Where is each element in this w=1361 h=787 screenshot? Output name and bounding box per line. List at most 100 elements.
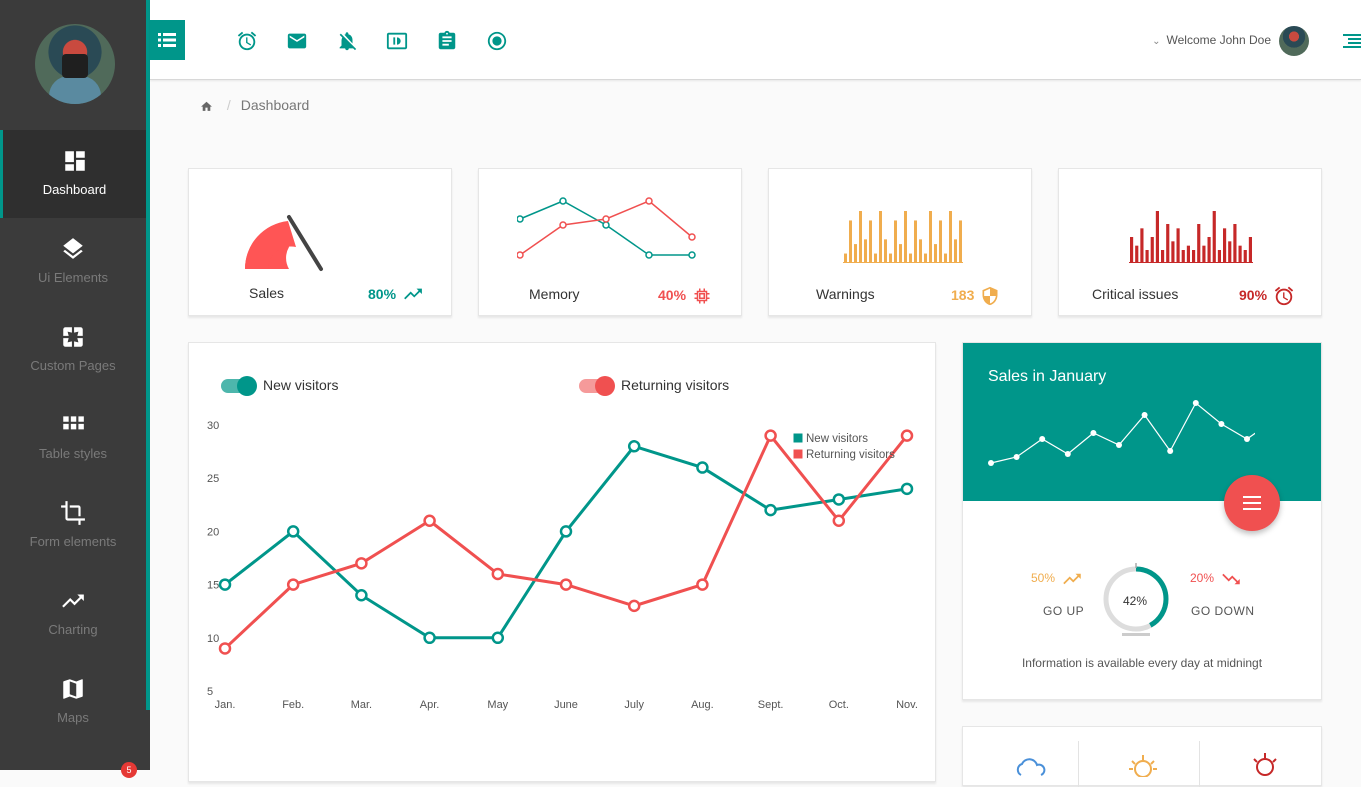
alarm-icon [1274, 286, 1294, 306]
stat-card-critical-issues: Critical issues 90% [1058, 168, 1322, 316]
sidebar-item-table-styles[interactable]: Table styles [0, 394, 146, 482]
mini-bar [1130, 237, 1134, 263]
sparkline-point [1218, 421, 1225, 427]
mini-bar [1161, 250, 1165, 263]
brightness-icon[interactable] [386, 30, 408, 52]
toggle-switch[interactable] [221, 376, 257, 397]
weather-card [962, 726, 1322, 787]
sidebar-item-charting[interactable]: Charting [0, 570, 146, 658]
mini-bar [904, 211, 907, 263]
mini-bar [914, 220, 917, 263]
sparkline-point [1039, 436, 1046, 442]
stat-card-memory: Memory 40% [478, 168, 742, 316]
data-point [491, 567, 505, 581]
sidebar-item-ui-elements[interactable]: Ui Elements [0, 218, 146, 306]
mini-bar [1176, 228, 1180, 263]
data-point [900, 482, 914, 496]
breadcrumb: / Dashboard [200, 97, 309, 113]
returning-visitors-toggle[interactable]: Returning visitors [579, 376, 730, 397]
legend-label: Returning visitors [806, 449, 895, 461]
sparkline-point [1116, 442, 1122, 448]
x-tick-label: Nov. [896, 699, 918, 711]
alarm-icon[interactable] [236, 30, 258, 52]
home-icon[interactable] [200, 100, 213, 111]
breadcrumb-current: Dashboard [240, 97, 310, 113]
mini-bar [939, 220, 942, 263]
sidebar-item-maps[interactable]: Maps [0, 658, 146, 746]
user-menu[interactable]: ⌄ Welcome John Doe [1152, 33, 1271, 47]
mini-bar [919, 239, 922, 263]
x-tick-label: May [487, 699, 508, 711]
card-title: Sales in January [988, 368, 1107, 385]
mini-bar [934, 244, 937, 263]
data-point [696, 461, 709, 474]
clipboard-icon[interactable] [436, 30, 458, 52]
stat-value: 40% [658, 287, 687, 303]
mini-bar [1150, 237, 1154, 263]
chip-icon [694, 288, 710, 304]
mini-data-point [688, 233, 696, 241]
mini-bar [1192, 250, 1196, 263]
toggle-label: Returning visitors [621, 377, 730, 393]
trending-down-icon [1222, 573, 1240, 585]
sidebar-item-form-elements[interactable]: Form elements [0, 482, 146, 570]
mail-icon[interactable] [286, 30, 308, 52]
sparkline-line [990, 402, 1255, 464]
x-tick-label: Sept. [758, 699, 784, 711]
notifications-off-icon[interactable] [336, 30, 358, 52]
mini-bar [1217, 250, 1221, 263]
mini-bar [1166, 224, 1170, 263]
go-down-percent: 20% [1190, 571, 1215, 585]
mini-bar [909, 253, 912, 263]
notification-badge: 5 [121, 762, 137, 778]
sales-sparkline [988, 400, 1255, 466]
mini-bar [944, 253, 947, 263]
sidebar-item-custom-pages[interactable]: Custom Pages [0, 306, 146, 394]
donut-stand [1122, 633, 1150, 636]
data-point [627, 440, 641, 453]
toggle-switch[interactable] [579, 376, 615, 397]
user-avatar[interactable] [35, 24, 115, 104]
mini-bar [1233, 224, 1237, 263]
data-point [764, 503, 777, 517]
right-menu-icon[interactable] [1343, 32, 1361, 50]
data-point [423, 514, 436, 528]
y-tick-label: 15 [207, 580, 219, 592]
x-tick-label: Oct. [829, 699, 849, 711]
mini-data-point [602, 215, 610, 223]
sparkline-point [1064, 451, 1071, 457]
cloud-icon [1016, 758, 1046, 776]
mini-bar [1228, 241, 1232, 263]
data-point [218, 578, 232, 591]
sparkline-point [1244, 436, 1250, 442]
legend-swatch [792, 432, 804, 444]
sales-january-header: Sales in January [963, 343, 1321, 501]
radio-button-icon[interactable] [486, 30, 508, 52]
sidebar-item-label: Table styles [39, 446, 107, 461]
stat-value: 183 [951, 287, 975, 303]
stat-label: Sales [249, 285, 285, 301]
trending-up-icon [62, 594, 84, 608]
mini-bar [1212, 211, 1216, 263]
y-tick-label: 25 [207, 473, 219, 485]
menu-fab-button[interactable] [1224, 475, 1280, 531]
donut-value: 42% [1123, 594, 1148, 608]
mini-bar [894, 220, 897, 263]
sidebar-item-label: Dashboard [42, 182, 107, 197]
user-avatar-small[interactable] [1279, 26, 1309, 56]
mini-bar [1238, 245, 1242, 263]
menu-toggle-button[interactable] [150, 20, 185, 60]
mini-data-point [559, 197, 567, 205]
sidebar-item-dashboard[interactable]: Dashboard [0, 130, 146, 218]
mini-bar [954, 239, 957, 263]
sun-icon [1129, 755, 1157, 777]
sidebar-item-label: Charting [48, 622, 98, 637]
legend-label: New visitors [806, 433, 868, 445]
series-line [223, 432, 909, 650]
critical-mini-chart [1129, 211, 1253, 263]
new-visitors-toggle[interactable]: New visitors [221, 376, 338, 397]
sparkline-point [1090, 430, 1097, 436]
mini-bar [884, 239, 887, 263]
sales-gauge [244, 215, 323, 271]
